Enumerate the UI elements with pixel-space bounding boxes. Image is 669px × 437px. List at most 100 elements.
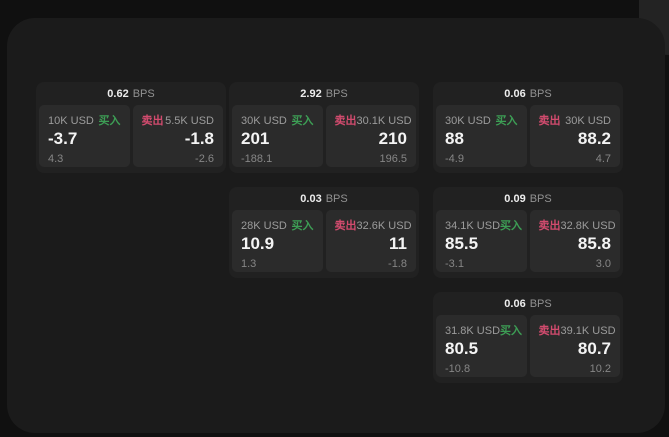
bps-unit: BPS: [132, 87, 155, 100]
buy-price-value: -3.7: [48, 129, 78, 148]
sell-side-label: 卖出: [334, 220, 357, 232]
buy-price-value: 10.9: [241, 234, 275, 253]
bps-header: 0.03 BPS: [229, 187, 419, 210]
bps-header: 0.06 BPS: [433, 82, 623, 105]
buy-side-label: 买入: [291, 220, 314, 232]
buy-panel[interactable]: 10K USD 买入 -3.7 4.3: [39, 105, 130, 167]
buy-notional-label: 31.8K USD: [445, 325, 501, 337]
bps-header: 2.92 BPS: [229, 82, 419, 105]
buy-delta-value: -10.8: [445, 362, 471, 375]
bps-value: 0.06: [504, 297, 526, 310]
sell-notional-label: 39.1K USD: [560, 325, 616, 337]
buy-delta-value: 1.3: [241, 257, 257, 270]
buy-panel-top: 28K USD 买入: [241, 217, 314, 233]
sell-side-label: 卖出: [334, 115, 357, 127]
card-body: 31.8K USD 买入 80.5 -10.8 卖出 39.1K USD 80.…: [433, 315, 623, 377]
buy-delta-value: 4.3: [48, 152, 64, 165]
buy-delta-value: -188.1: [241, 152, 273, 165]
buy-panel[interactable]: 30K USD 买入 201 -188.1: [232, 105, 323, 167]
sell-delta-value: 4.7: [595, 152, 611, 165]
buy-price-value: 85.5: [445, 234, 479, 253]
bps-value: 0.62: [107, 87, 129, 100]
buy-side-label: 买入: [495, 115, 518, 127]
buy-panel-top: 30K USD 买入: [241, 112, 314, 128]
buy-panel-top: 10K USD 买入: [48, 112, 121, 128]
sell-delta-value: -2.6: [195, 152, 214, 165]
sell-panel[interactable]: 卖出 32.8K USD 85.8 3.0: [529, 210, 620, 272]
buy-price-value: 201: [241, 129, 270, 148]
sell-panel[interactable]: 卖出 5.5K USD -1.8 -2.6: [132, 105, 223, 167]
buy-notional-label: 28K USD: [241, 220, 287, 232]
sell-notional-label: 30K USD: [565, 115, 611, 127]
buy-price-value: 88: [445, 129, 464, 148]
app-window: 0.62 BPS 10K USD 买入 -3.7 4.3 卖出 5.5K USD…: [7, 18, 665, 433]
sell-price-value: 80.7: [577, 339, 611, 358]
buy-side-label: 买入: [98, 115, 121, 127]
quote-card: 0.06 BPS 30K USD 买入 88 -4.9 卖出 30K USD 8…: [433, 82, 623, 173]
buy-price-value: 80.5: [445, 339, 479, 358]
bps-unit: BPS: [529, 297, 552, 310]
sell-panel-top: 卖出 32.6K USD: [334, 217, 412, 233]
sell-side-label: 卖出: [141, 115, 164, 127]
buy-notional-label: 10K USD: [48, 115, 94, 127]
buy-panel-top: 31.8K USD 买入: [445, 322, 522, 338]
sell-side-label: 卖出: [538, 115, 561, 127]
sell-price-value: 85.8: [577, 234, 611, 253]
buy-panel[interactable]: 30K USD 买入 88 -4.9: [436, 105, 527, 167]
bps-header: 0.09 BPS: [433, 187, 623, 210]
quote-card: 0.03 BPS 28K USD 买入 10.9 1.3 卖出 32.6K US…: [229, 187, 419, 278]
bps-value: 0.09: [504, 192, 526, 205]
sell-delta-value: 10.2: [589, 362, 611, 375]
sell-panel-top: 卖出 39.1K USD: [538, 322, 616, 338]
sell-side-label: 卖出: [538, 325, 561, 337]
quote-card: 2.92 BPS 30K USD 买入 201 -188.1 卖出 30.1K …: [229, 82, 419, 173]
card-body: 34.1K USD 买入 85.5 -3.1 卖出 32.8K USD 85.8…: [433, 210, 623, 272]
buy-delta-value: -4.9: [445, 152, 464, 165]
bps-header: 0.62 BPS: [36, 82, 226, 105]
sell-panel[interactable]: 卖出 30.1K USD 210 196.5: [325, 105, 416, 167]
bps-unit: BPS: [529, 192, 552, 205]
bps-header: 0.06 BPS: [433, 292, 623, 315]
bps-value: 2.92: [300, 87, 322, 100]
sell-notional-label: 32.8K USD: [560, 220, 616, 232]
sell-notional-label: 32.6K USD: [356, 220, 412, 232]
sell-price-value: 88.2: [577, 129, 611, 148]
sell-panel-top: 卖出 5.5K USD: [142, 112, 215, 128]
buy-notional-label: 30K USD: [445, 115, 491, 127]
sell-side-label: 卖出: [538, 220, 561, 232]
sell-price-value: 210: [378, 129, 407, 148]
sell-delta-value: 196.5: [379, 152, 407, 165]
bps-unit: BPS: [325, 192, 348, 205]
buy-delta-value: -3.1: [445, 257, 464, 270]
buy-notional-label: 30K USD: [241, 115, 287, 127]
sell-panel-top: 卖出 32.8K USD: [538, 217, 616, 233]
quote-card: 0.62 BPS 10K USD 买入 -3.7 4.3 卖出 5.5K USD…: [36, 82, 226, 173]
quote-card: 0.06 BPS 31.8K USD 买入 80.5 -10.8 卖出 39.1…: [433, 292, 623, 383]
bps-value: 0.03: [300, 192, 322, 205]
sell-panel[interactable]: 卖出 39.1K USD 80.7 10.2: [529, 315, 620, 377]
sell-notional-label: 30.1K USD: [356, 115, 412, 127]
buy-side-label: 买入: [500, 220, 523, 232]
card-body: 28K USD 买入 10.9 1.3 卖出 32.6K USD 11 -1.8: [229, 210, 419, 272]
sell-price-value: 11: [389, 234, 407, 253]
bps-unit: BPS: [529, 87, 552, 100]
buy-panel-top: 30K USD 买入: [445, 112, 518, 128]
bps-unit: BPS: [325, 87, 348, 100]
sell-delta-value: 3.0: [595, 257, 611, 270]
sell-panel-top: 卖出 30.1K USD: [334, 112, 412, 128]
buy-panel[interactable]: 28K USD 买入 10.9 1.3: [232, 210, 323, 272]
sell-delta-value: -1.8: [388, 257, 407, 270]
sell-panel[interactable]: 卖出 30K USD 88.2 4.7: [529, 105, 620, 167]
buy-side-label: 买入: [291, 115, 314, 127]
buy-notional-label: 34.1K USD: [445, 220, 501, 232]
buy-panel[interactable]: 31.8K USD 买入 80.5 -10.8: [436, 315, 527, 377]
buy-panel[interactable]: 34.1K USD 买入 85.5 -3.1: [436, 210, 527, 272]
card-body: 30K USD 买入 88 -4.9 卖出 30K USD 88.2 4.7: [433, 105, 623, 167]
sell-panel[interactable]: 卖出 32.6K USD 11 -1.8: [325, 210, 416, 272]
sell-notional-label: 5.5K USD: [165, 115, 214, 127]
sell-panel-top: 卖出 30K USD: [539, 112, 612, 128]
card-body: 30K USD 买入 201 -188.1 卖出 30.1K USD 210 1…: [229, 105, 419, 167]
sell-price-value: -1.8: [184, 129, 214, 148]
card-body: 10K USD 买入 -3.7 4.3 卖出 5.5K USD -1.8 -2.…: [36, 105, 226, 167]
